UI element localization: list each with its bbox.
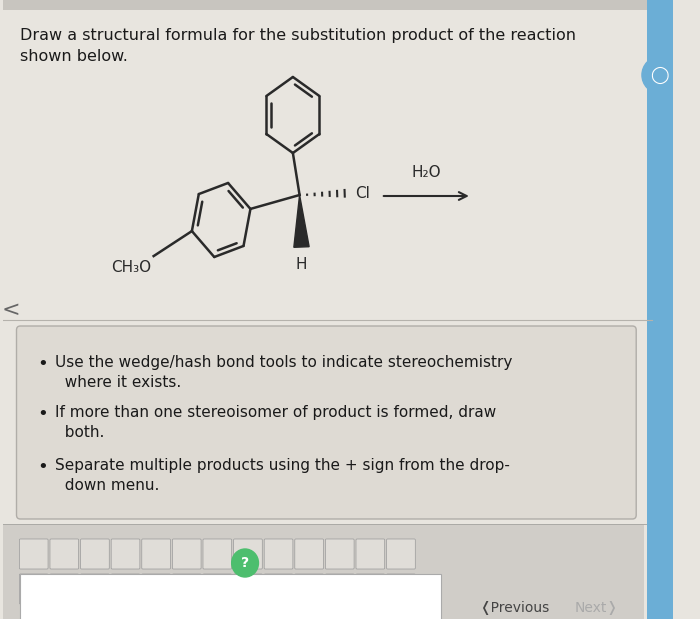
FancyBboxPatch shape	[111, 574, 140, 604]
FancyBboxPatch shape	[234, 539, 262, 569]
FancyBboxPatch shape	[172, 539, 201, 569]
FancyBboxPatch shape	[234, 574, 262, 604]
FancyBboxPatch shape	[386, 539, 415, 569]
FancyBboxPatch shape	[142, 539, 171, 569]
Text: <: <	[1, 300, 20, 320]
FancyBboxPatch shape	[142, 574, 171, 604]
Text: If more than one stereoisomer of product is formed, draw
  both.: If more than one stereoisomer of product…	[55, 405, 496, 440]
Bar	[3, 0, 673, 10]
Text: ?: ?	[241, 556, 249, 570]
Text: ❬Previous: ❬Previous	[480, 601, 550, 615]
FancyBboxPatch shape	[356, 574, 385, 604]
Text: Separate multiple products using the + sign from the drop-
  down menu.: Separate multiple products using the + s…	[55, 458, 510, 493]
Text: •: •	[38, 458, 48, 476]
Circle shape	[642, 57, 676, 93]
Circle shape	[232, 549, 258, 577]
FancyBboxPatch shape	[20, 539, 48, 569]
Text: •: •	[38, 405, 48, 423]
FancyBboxPatch shape	[295, 574, 323, 604]
FancyBboxPatch shape	[356, 539, 385, 569]
FancyBboxPatch shape	[172, 574, 201, 604]
FancyBboxPatch shape	[50, 574, 78, 604]
FancyBboxPatch shape	[17, 326, 636, 519]
Text: Draw a structural formula for the substitution product of the reaction
shown bel: Draw a structural formula for the substi…	[20, 28, 576, 64]
Text: Cl: Cl	[355, 186, 370, 201]
Text: Use the wedge/hash bond tools to indicate stereochemistry
  where it exists.: Use the wedge/hash bond tools to indicat…	[55, 355, 512, 390]
FancyBboxPatch shape	[326, 574, 354, 604]
FancyBboxPatch shape	[20, 574, 48, 604]
Text: ◯: ◯	[650, 66, 668, 84]
Bar	[647, 0, 673, 619]
FancyBboxPatch shape	[203, 539, 232, 569]
FancyBboxPatch shape	[264, 539, 293, 569]
Text: CH₃O: CH₃O	[111, 260, 150, 275]
Bar	[20, 574, 441, 619]
Bar	[3, 0, 673, 320]
Text: •: •	[38, 355, 48, 373]
Bar	[3, 524, 644, 619]
FancyBboxPatch shape	[80, 574, 109, 604]
FancyBboxPatch shape	[386, 574, 415, 604]
FancyBboxPatch shape	[80, 539, 109, 569]
Polygon shape	[294, 195, 309, 248]
Text: H: H	[295, 257, 307, 272]
FancyBboxPatch shape	[295, 539, 323, 569]
FancyBboxPatch shape	[326, 539, 354, 569]
FancyBboxPatch shape	[264, 574, 293, 604]
FancyBboxPatch shape	[203, 574, 232, 604]
FancyBboxPatch shape	[111, 539, 140, 569]
FancyBboxPatch shape	[50, 539, 78, 569]
Text: H₂O: H₂O	[412, 165, 441, 180]
Text: Next❭: Next❭	[575, 601, 619, 615]
